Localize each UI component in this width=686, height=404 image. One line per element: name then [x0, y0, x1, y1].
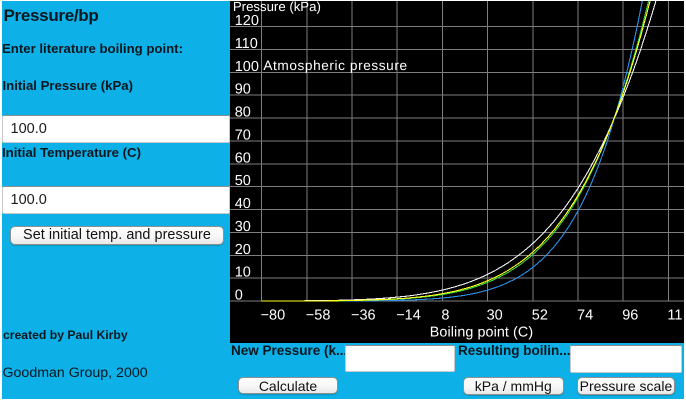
svg-text:52: 52: [532, 307, 548, 323]
svg-text:0: 0: [235, 288, 243, 304]
svg-text:70: 70: [235, 127, 251, 143]
svg-text:11: 11: [667, 307, 682, 323]
svg-text:100: 100: [235, 59, 259, 75]
svg-text:50: 50: [235, 173, 251, 189]
svg-text:120: 120: [235, 13, 259, 29]
svg-text:74: 74: [577, 307, 593, 323]
svg-text:10: 10: [235, 265, 251, 281]
svg-text:−58: −58: [306, 307, 331, 323]
svg-text:−14: −14: [396, 307, 421, 323]
svg-text:90: 90: [235, 82, 251, 98]
svg-text:20: 20: [235, 242, 251, 258]
svg-text:80: 80: [235, 105, 251, 121]
svg-text:30: 30: [235, 219, 251, 235]
svg-text:Boiling point (C): Boiling point (C): [430, 325, 533, 341]
svg-text:40: 40: [235, 196, 251, 212]
svg-text:Atmospheric pressure: Atmospheric pressure: [263, 58, 407, 73]
svg-text:−80: −80: [261, 307, 286, 323]
svg-text:110: 110: [235, 36, 258, 52]
svg-text:96: 96: [622, 307, 638, 323]
svg-text:30: 30: [487, 307, 503, 323]
svg-text:Pressure (kPa): Pressure (kPa): [233, 1, 321, 14]
svg-text:8: 8: [441, 307, 449, 323]
svg-text:60: 60: [235, 150, 251, 166]
svg-text:−36: −36: [351, 307, 376, 323]
